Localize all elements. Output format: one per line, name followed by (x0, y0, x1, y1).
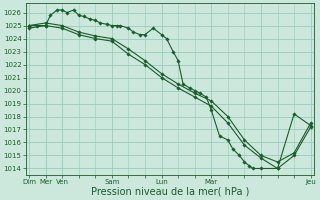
X-axis label: Pression niveau de la mer( hPa ): Pression niveau de la mer( hPa ) (91, 187, 249, 197)
